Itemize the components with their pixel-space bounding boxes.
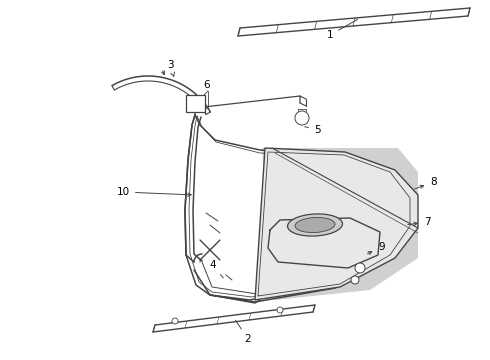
Text: 8: 8	[415, 177, 437, 189]
Circle shape	[351, 276, 359, 284]
Text: 7: 7	[408, 217, 431, 227]
Text: 1: 1	[327, 19, 358, 40]
Circle shape	[355, 263, 365, 273]
Text: 3: 3	[167, 60, 174, 76]
Polygon shape	[262, 148, 418, 300]
Text: 6: 6	[196, 80, 210, 109]
FancyBboxPatch shape	[186, 94, 204, 112]
Ellipse shape	[288, 214, 343, 236]
Circle shape	[277, 307, 283, 313]
Polygon shape	[255, 148, 418, 300]
Text: 5: 5	[305, 125, 320, 135]
Circle shape	[172, 318, 178, 324]
Text: 4: 4	[209, 260, 223, 278]
Text: 9: 9	[368, 242, 385, 255]
Circle shape	[295, 111, 309, 125]
Text: 10: 10	[117, 187, 191, 197]
Text: 2: 2	[236, 320, 251, 344]
Ellipse shape	[295, 217, 335, 233]
